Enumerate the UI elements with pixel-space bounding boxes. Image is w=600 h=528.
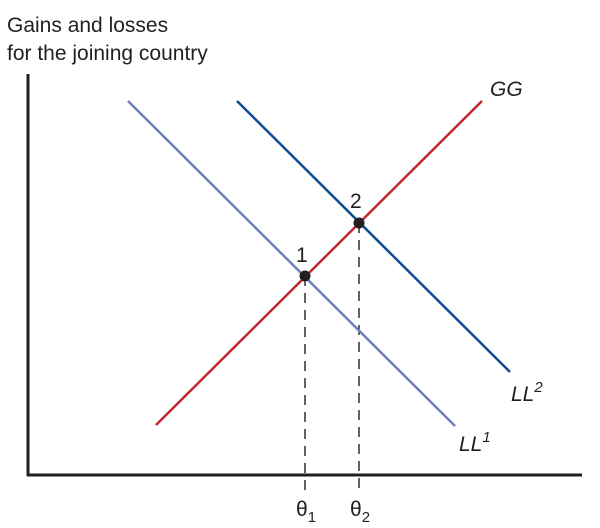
ll2-curve <box>236 100 511 373</box>
theta1-sub: 1 <box>308 509 316 526</box>
point-1 <box>299 270 311 282</box>
ll1-label: LL1 <box>459 429 491 456</box>
theta1-label: θ1 <box>296 498 316 526</box>
theta1-symbol: θ <box>296 498 308 521</box>
ll2-label-sup: 2 <box>533 379 543 396</box>
y-axis-label: Gains and losses for the joining country <box>7 12 208 68</box>
ll1-curve <box>127 100 456 427</box>
gg-label: GG <box>490 78 523 101</box>
y-axis-label-line1: Gains and losses <box>7 14 169 37</box>
ll1-label-main: LL <box>459 433 482 456</box>
theta2-label: θ2 <box>350 498 370 526</box>
y-axis-label-line2: for the joining country <box>7 42 208 65</box>
ll2-label: LL2 <box>511 379 543 406</box>
point-1-label: 1 <box>296 244 308 267</box>
point-2 <box>353 217 365 229</box>
point-2-label: 2 <box>350 190 362 213</box>
ll2-label-main: LL <box>511 383 534 406</box>
theta2-sub: 2 <box>362 509 370 526</box>
ll1-label-sup: 1 <box>482 429 490 446</box>
theta2-symbol: θ <box>350 498 362 521</box>
gg-curve <box>155 100 483 426</box>
